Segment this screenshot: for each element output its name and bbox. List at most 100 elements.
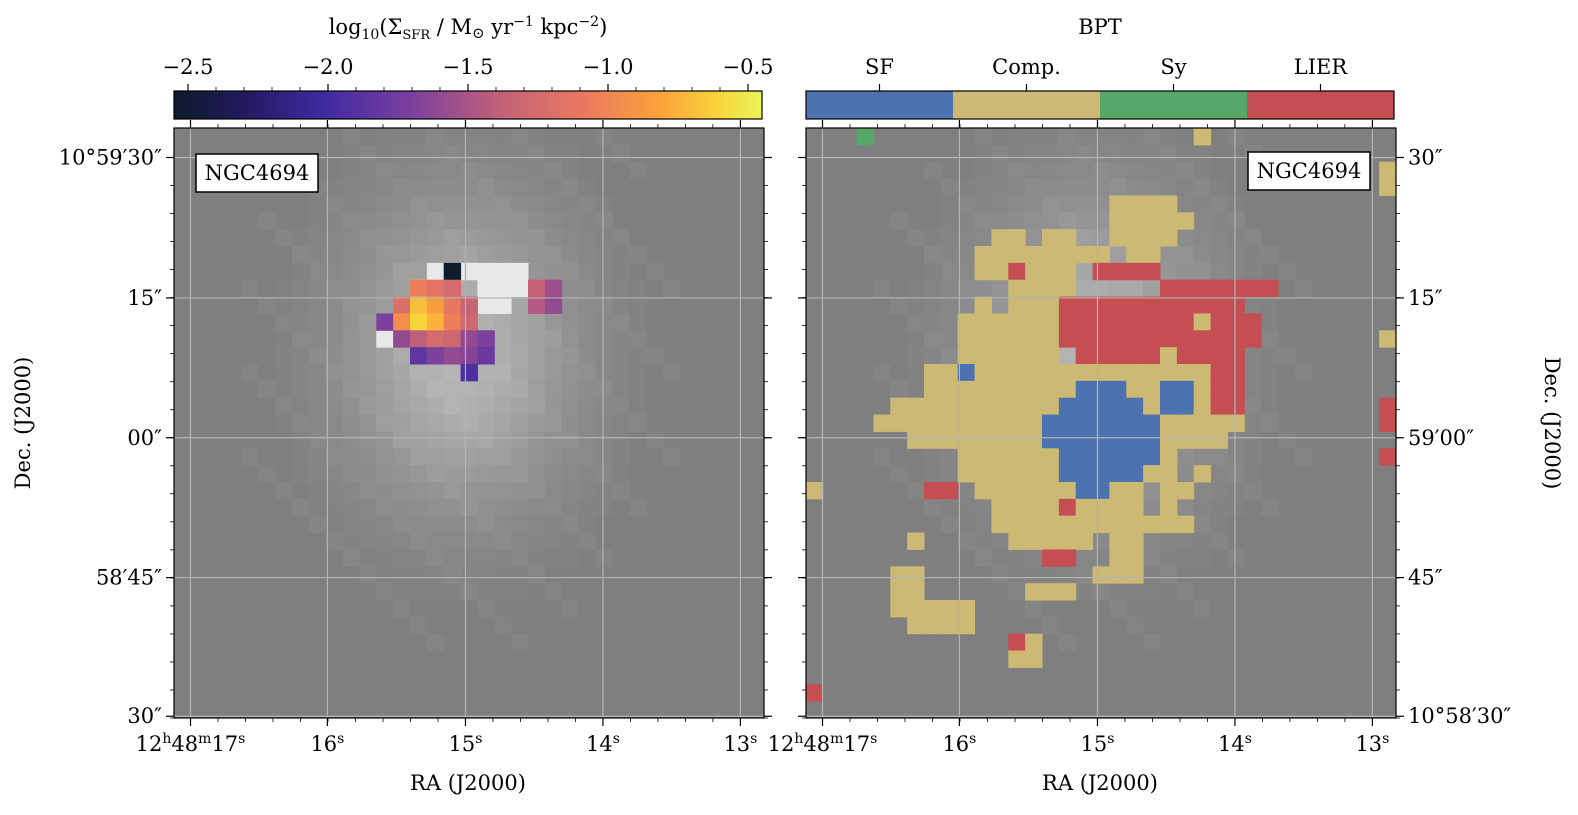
- continuum-pixel: [1126, 616, 1144, 635]
- continuum-pixel: [443, 448, 462, 466]
- continuum-pixel: [308, 262, 327, 281]
- bpt-pixel-lier: [940, 482, 959, 500]
- bpt-pixel-comp: [1042, 262, 1060, 281]
- bpt-pixel-comp: [1058, 532, 1077, 550]
- continuum-pixel: [275, 347, 293, 365]
- bpt-pixel-comp: [1210, 431, 1228, 449]
- sfr-pixel: [410, 330, 428, 348]
- continuum-pixel: [308, 330, 327, 348]
- continuum-pixel: [1042, 616, 1060, 635]
- continuum-pixel: [629, 330, 647, 348]
- continuum-pixel: [443, 515, 462, 534]
- continuum-pixel: [578, 364, 596, 382]
- bpt-pixel-comp: [991, 246, 1009, 264]
- continuum-pixel: [376, 296, 394, 314]
- continuum-pixel: [561, 397, 580, 416]
- bpt-pixel-sf: [1126, 431, 1144, 449]
- continuum-pixel: [1193, 515, 1212, 534]
- continuum-pixel: [494, 380, 512, 399]
- continuum-pixel: [1227, 448, 1245, 466]
- continuum-pixel: [662, 364, 681, 382]
- sfr-colorbar-label: log10(ΣSFR / M⊙ yr−1 kpc−2): [329, 14, 608, 43]
- continuum-pixel: [325, 229, 344, 247]
- bpt-pixel-comp: [1143, 515, 1161, 534]
- continuum-pixel: [578, 229, 596, 247]
- bpt-colorbar-frame: [805, 90, 1395, 120]
- continuum-pixel: [275, 229, 293, 247]
- continuum-pixel: [376, 212, 394, 230]
- bpt-pixel-comp: [890, 397, 908, 416]
- continuum-pixel: [1160, 128, 1178, 146]
- continuum-pixel: [1244, 414, 1262, 432]
- continuum-pixel: [1176, 229, 1195, 247]
- continuum-pixel: [426, 212, 445, 230]
- continuum-pixel: [1160, 144, 1178, 163]
- continuum-pixel: [511, 414, 529, 432]
- bpt-pixel-comp: [1008, 347, 1026, 365]
- continuum-pixel: [376, 549, 394, 567]
- bpt-pixel-lier: [1210, 364, 1228, 382]
- continuum-pixel: [544, 515, 563, 534]
- continuum-pixel: [292, 347, 310, 365]
- continuum-pixel: [578, 414, 596, 432]
- right-xlabel: RA (J2000): [1042, 771, 1158, 795]
- continuum-pixel: [1075, 279, 1094, 298]
- continuum-pixel: [376, 229, 394, 247]
- continuum-pixel: [1109, 128, 1127, 146]
- continuum-pixel: [292, 397, 310, 416]
- sfr-pixel: [528, 296, 546, 314]
- continuum-pixel: [426, 144, 445, 163]
- x-tick-label: 16s: [310, 731, 344, 756]
- bpt-pixel-sf: [1058, 397, 1077, 416]
- bpt-pixel-comp: [1058, 380, 1077, 399]
- bpt-pixel-comp: [991, 229, 1009, 247]
- bpt-pixel-comp: [1058, 279, 1077, 298]
- continuum-pixel: [1261, 313, 1279, 331]
- bpt-pixel-lier: [1176, 313, 1195, 331]
- continuum-pixel: [292, 262, 310, 281]
- continuum-pixel: [1008, 144, 1026, 163]
- continuum-pixel: [873, 448, 891, 466]
- continuum-pixel: [1193, 161, 1212, 180]
- continuum-pixel: [410, 431, 428, 449]
- continuum-pixel: [342, 128, 360, 146]
- continuum-pixel: [1058, 566, 1077, 584]
- continuum-pixel: [460, 566, 478, 584]
- continuum-pixel: [544, 414, 563, 432]
- bpt-pixel-comp: [1008, 279, 1026, 298]
- continuum-pixel: [612, 380, 630, 399]
- continuum-pixel: [561, 380, 580, 399]
- bpt-pixel-lier: [1210, 380, 1228, 399]
- sfr-pixel: [460, 364, 478, 382]
- continuum-pixel: [646, 262, 664, 281]
- bpt-pixel-lier: [1176, 279, 1195, 298]
- bpt-pixel-comp: [1025, 330, 1043, 348]
- bpt-pixel-sf: [1109, 465, 1127, 483]
- continuum-pixel: [940, 195, 959, 213]
- continuum-pixel: [410, 144, 428, 163]
- continuum-pixel: [410, 515, 428, 534]
- continuum-pixel: [1042, 566, 1060, 584]
- sfr-pixel: [410, 279, 428, 298]
- bpt-pixel-comp: [1126, 482, 1144, 500]
- bpt-pixel-comp: [1143, 229, 1161, 247]
- left-xlabel: RA (J2000): [410, 771, 526, 795]
- continuum-pixel: [325, 279, 344, 298]
- continuum-pixel: [275, 364, 293, 382]
- continuum-pixel: [578, 448, 596, 466]
- continuum-pixel: [578, 313, 596, 331]
- bpt-pixel-lier: [1058, 549, 1077, 567]
- continuum-pixel: [511, 482, 529, 500]
- continuum-pixel: [907, 380, 925, 399]
- continuum-pixel: [1210, 498, 1228, 517]
- continuum-pixel: [595, 549, 613, 567]
- bpt-pixel-comp: [924, 397, 942, 416]
- bpt-pixel-comp: [1143, 465, 1161, 483]
- continuum-pixel: [595, 128, 613, 146]
- bpt-pixel-sf: [1109, 448, 1127, 466]
- continuum-pixel: [376, 262, 394, 281]
- bpt-pixel-sf: [1058, 414, 1077, 432]
- bpt-pixel-comp: [957, 448, 976, 466]
- continuum-pixel: [410, 212, 428, 230]
- continuum-pixel: [1126, 583, 1144, 601]
